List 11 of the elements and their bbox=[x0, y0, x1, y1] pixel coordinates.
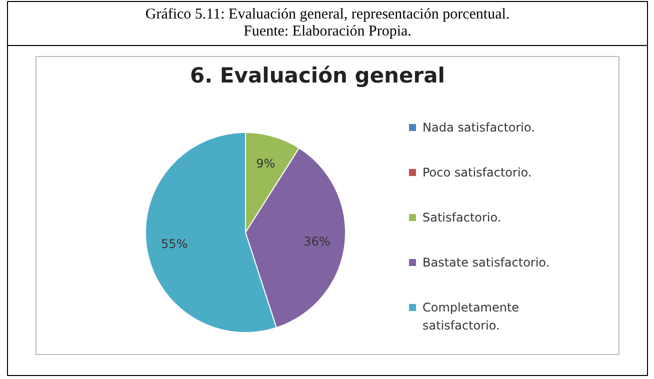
legend-label: Poco satisfactorio. bbox=[422, 166, 532, 180]
legend-label: Completamente satisfactorio. bbox=[422, 300, 520, 332]
data-label: 9% bbox=[256, 156, 276, 170]
data-label: 55% bbox=[161, 236, 188, 251]
chart-title: 6. Evaluación general bbox=[190, 64, 445, 88]
data-label: 36% bbox=[304, 234, 330, 249]
legend-label: Satisfactorio. bbox=[422, 210, 502, 224]
legend-label: Bastate satisfactorio. bbox=[422, 256, 550, 270]
text: Gráfico 5.11: Evaluación general, representación porcentual. bbox=[145, 6, 510, 22]
source-note: Fuente: Elaboración Propia. bbox=[244, 24, 412, 40]
legend-label: Nada satisfactorio. bbox=[422, 120, 535, 134]
